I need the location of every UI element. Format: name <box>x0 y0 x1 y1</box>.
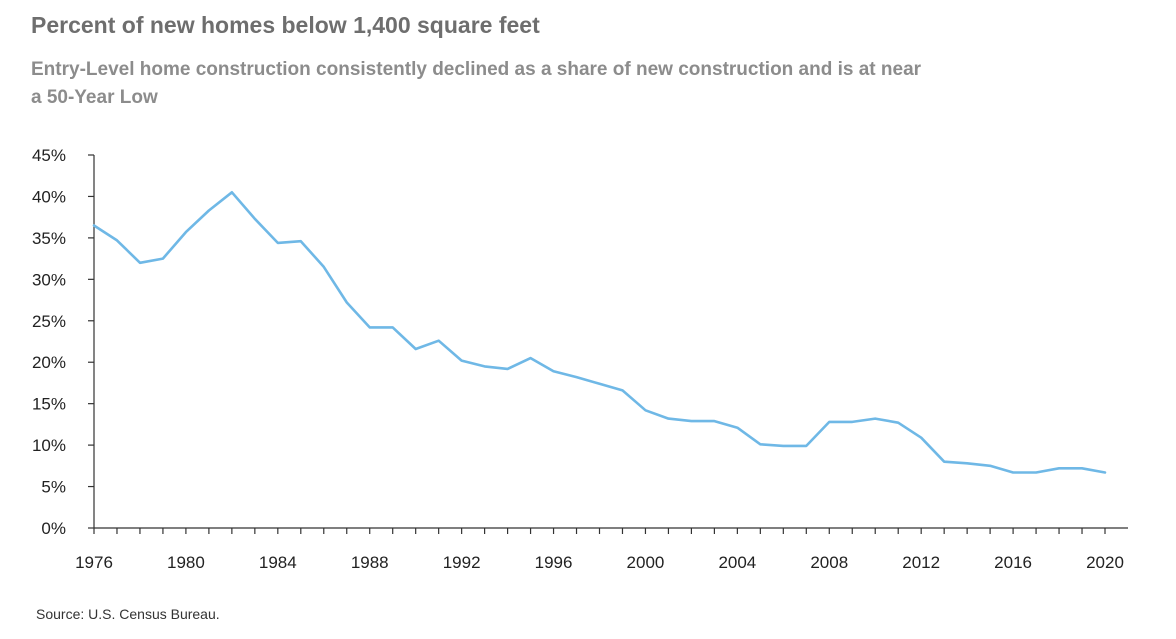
y-tick-label: 40% <box>32 187 66 206</box>
x-tick-label: 1992 <box>443 553 481 572</box>
x-tick-label: 2008 <box>810 553 848 572</box>
chart-subtitle: Entry-Level home construction consistent… <box>31 59 922 108</box>
y-tick-label: 25% <box>32 312 66 331</box>
line-chart: 0% 5% 10% 15% 20% 25% 30% 35% 40% 45% 1976 1980 198… <box>32 146 1128 572</box>
y-axis-ticks: 0% 5% 10% 15% 20% 25% 30% 35% 40% 45% <box>32 146 94 538</box>
source-note: Source: U.S. Census Bureau. <box>36 606 220 622</box>
y-tick-label: 15% <box>32 395 66 414</box>
y-tick-label: 45% <box>32 146 66 165</box>
y-tick-label: 30% <box>32 270 66 289</box>
series-line <box>92 191 1107 474</box>
chart-title: Percent of new homes below 1,400 square … <box>31 12 540 38</box>
x-tick-label: 1984 <box>259 553 297 572</box>
y-tick-label: 5% <box>41 478 66 497</box>
x-tick-label: 2012 <box>902 553 940 572</box>
x-axis-ticks: 1976 1980 1984 1988 1992 1996 2000 2004 2008 2012… <box>75 528 1124 572</box>
x-tick-label: 2016 <box>994 553 1032 572</box>
x-tick-label: 1996 <box>535 553 573 572</box>
x-tick-label: 2004 <box>718 553 756 572</box>
y-tick-label: 20% <box>32 353 66 372</box>
x-tick-label: 1988 <box>351 553 389 572</box>
y-tick-label: 10% <box>32 436 66 455</box>
x-tick-label: 1976 <box>75 553 113 572</box>
x-tick-label: 2000 <box>627 553 665 572</box>
x-tick-label: 1980 <box>167 553 205 572</box>
y-tick-label: 35% <box>32 229 66 248</box>
y-tick-label: 0% <box>41 519 66 538</box>
x-tick-label: 2020 <box>1086 553 1124 572</box>
